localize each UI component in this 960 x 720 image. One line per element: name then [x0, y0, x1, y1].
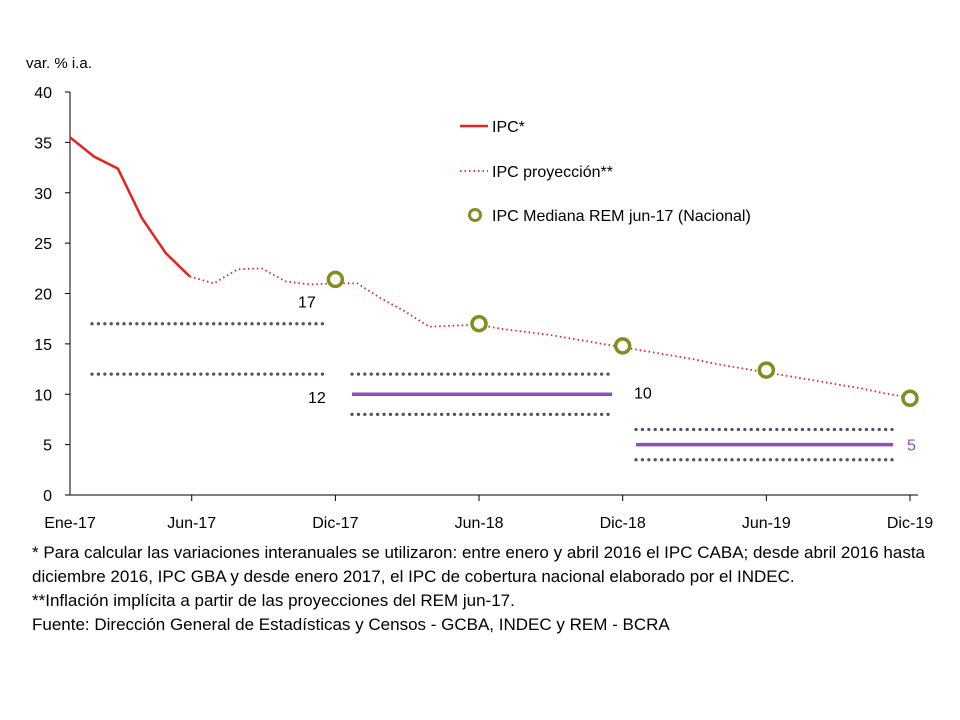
- y-tick-label: 20: [34, 287, 52, 304]
- ipc-projection-line: [189, 267, 909, 399]
- x-tick-label: Dic-17: [312, 515, 358, 532]
- y-tick-label: 0: [43, 488, 52, 505]
- x-tick-label: Jun-19: [742, 515, 791, 532]
- x-tick-label: Jun-18: [455, 515, 504, 532]
- y-tick-label: 30: [34, 186, 52, 203]
- rem-marker-point: [470, 314, 488, 333]
- target-bands: 17 12 10 5: [90, 295, 916, 462]
- legend-label: IPC*: [492, 119, 525, 136]
- legend-marker-rem: [468, 208, 482, 222]
- footnotes: * Para calcular las variaciones interanu…: [32, 541, 932, 637]
- ipc-line: [69, 136, 191, 278]
- band-center-label: 10: [634, 385, 652, 402]
- x-tick-label: Ene-17: [44, 515, 96, 532]
- x-tick-label: Dic-19: [887, 515, 933, 532]
- band-center-label: 5: [907, 438, 916, 455]
- axes: 0 5 10 15 20 25 30 35 40 Ene-17 Jun-17 Dic-17 Jun-18…: [34, 85, 933, 532]
- footnote-source: Fuente: Dirección General de Estadística…: [32, 615, 670, 634]
- band-lower-label: 12: [308, 390, 326, 407]
- legend-label: IPC Mediana REM jun-17 (Nacional): [492, 208, 751, 225]
- y-tick-label: 35: [34, 135, 52, 152]
- band-upper-label: 17: [298, 295, 316, 312]
- rem-marker-point: [757, 361, 776, 379]
- x-tick-label: Dic-18: [600, 515, 646, 532]
- x-tick-label: Jun-17: [167, 515, 216, 532]
- y-tick-label: 40: [34, 85, 52, 102]
- footnote-methodology: * Para calcular las variaciones interanu…: [32, 543, 925, 586]
- y-tick-label: 15: [34, 337, 52, 354]
- rem-marker-point: [326, 270, 345, 289]
- legend-label: IPC proyección**: [492, 164, 613, 181]
- y-tick-label: 10: [34, 387, 52, 404]
- legend: IPC* IPC proyección** IPC Mediana REM jun-…: [460, 119, 751, 225]
- rem-marker-point: [901, 389, 919, 408]
- footnote-projection: **Inflación implícita a partir de las pr…: [32, 591, 515, 610]
- y-tick-label: 5: [43, 438, 52, 455]
- inflation-chart: var. % i.a. 17 12 10 5 0 5 10 15 20 25 30 35 40 Ene-…: [26, 55, 933, 532]
- data-series: [69, 136, 919, 408]
- y-axis-label: var. % i.a.: [26, 55, 92, 72]
- y-tick-label: 25: [34, 236, 52, 253]
- rem-marker-point: [613, 337, 632, 355]
